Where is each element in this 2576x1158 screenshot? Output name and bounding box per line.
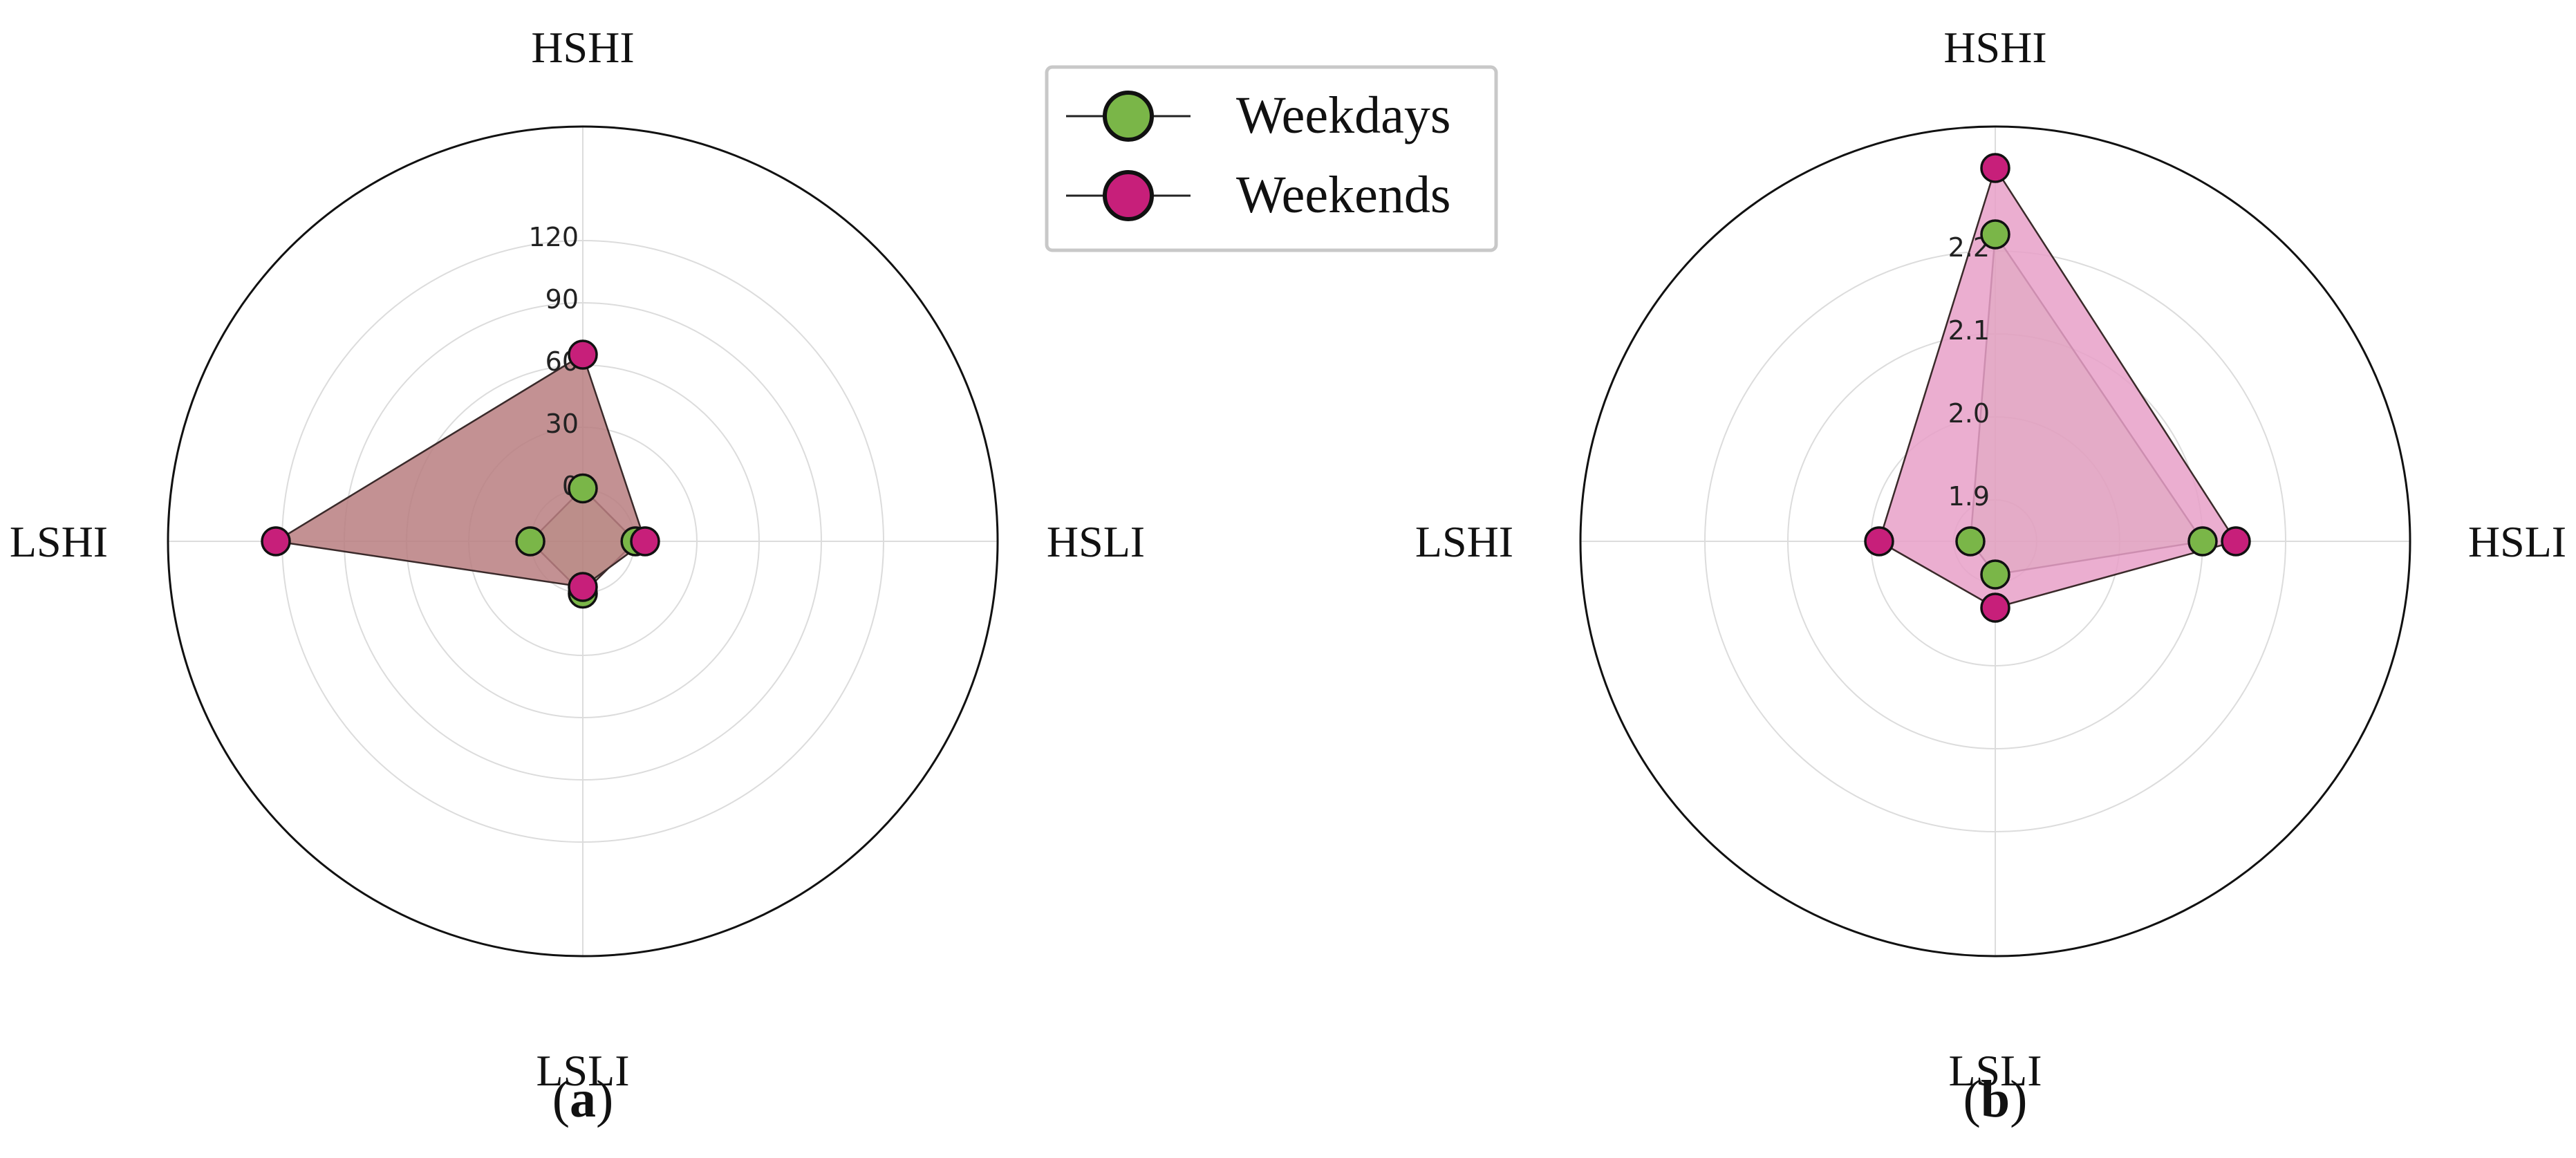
axis-label-hshi: HSHI bbox=[531, 23, 634, 72]
axis-label-lsli: LSLI bbox=[1948, 1046, 2042, 1095]
data-point bbox=[515, 526, 545, 557]
radial-tick-label: 2.0 bbox=[1948, 398, 1990, 429]
data-point bbox=[1980, 219, 2010, 250]
axis-label-lsli: LSLI bbox=[536, 1046, 629, 1095]
axis-label-lshi: LSHI bbox=[10, 517, 108, 566]
axis-label-lshi: LSHI bbox=[1415, 517, 1513, 566]
legend-box bbox=[1045, 65, 1498, 252]
legend-label-weekdays: Weekdays bbox=[1236, 86, 1450, 144]
data-point bbox=[1955, 526, 1986, 557]
radial-tick-label: 2.1 bbox=[1948, 315, 1990, 346]
legend-marker-weekdays bbox=[1103, 91, 1154, 142]
radar-panel-a: 0306090120HSHIHSLILSLILSHI(a) bbox=[10, 23, 1145, 1128]
radial-tick-label: 30 bbox=[545, 409, 579, 439]
legend-label-weekends: Weekends bbox=[1236, 166, 1450, 224]
data-point bbox=[1864, 526, 1894, 557]
panel-label: (b) bbox=[1963, 1070, 2028, 1128]
series-area-1 bbox=[273, 353, 646, 588]
axis-label-hsli: HSLI bbox=[2468, 517, 2566, 566]
outer-frame bbox=[1579, 125, 2411, 958]
data-point bbox=[2187, 526, 2218, 557]
data-point bbox=[2221, 526, 2251, 557]
data-point bbox=[568, 572, 598, 602]
axis-label-hshi: HSHI bbox=[1943, 23, 2046, 72]
legend-entry-weekdays: Weekdays bbox=[1066, 86, 1450, 144]
data-point bbox=[261, 526, 291, 557]
legend-marker-weekends bbox=[1103, 170, 1154, 221]
legend-entry-weekends: Weekends bbox=[1066, 166, 1450, 224]
radial-tick-label: 120 bbox=[528, 222, 579, 252]
radial-tick-label: 90 bbox=[545, 284, 579, 315]
data-point bbox=[1980, 153, 2010, 183]
data-point bbox=[1980, 559, 2010, 590]
radial-tick-label: 1.9 bbox=[1948, 481, 1990, 512]
panel-label: (a) bbox=[552, 1070, 614, 1128]
outer-frame bbox=[167, 125, 999, 958]
axis-label-hsli: HSLI bbox=[1047, 517, 1145, 566]
data-point bbox=[568, 339, 598, 370]
legend: Weekdays Weekends bbox=[1045, 65, 1498, 252]
series-area-1 bbox=[1878, 166, 2237, 609]
data-point bbox=[1980, 592, 2010, 623]
data-point bbox=[568, 473, 598, 504]
data-point bbox=[630, 526, 660, 557]
